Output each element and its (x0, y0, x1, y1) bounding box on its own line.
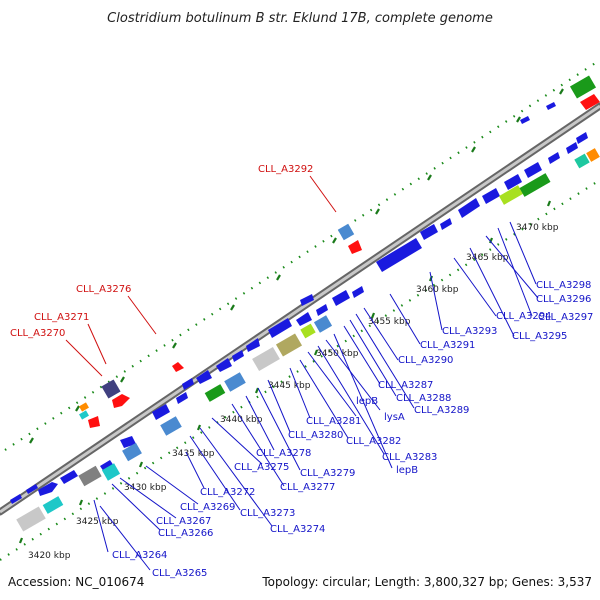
gene-label: CLL_A3289 (414, 405, 469, 416)
gene-label-red: CLL_A3292 (258, 164, 313, 175)
gene-features (10, 75, 600, 532)
gene-label: CLL_A3280 (288, 430, 343, 441)
kbp-label: 3430 kbp (124, 483, 167, 493)
inner-ring-ticks (18, 200, 552, 544)
blue-label-leaders (93, 221, 539, 571)
gene-label: CLL_A3283 (382, 452, 437, 463)
kbp-label: 3465 kbp (466, 253, 509, 263)
accession-text: Accession: NC_010674 (8, 575, 144, 589)
gene-label: CLL_A3287 (378, 380, 433, 391)
gene-label: CLL_A3269 (180, 502, 235, 513)
gene-label: CLL_A3273 (240, 508, 295, 519)
gene-label: CLL_A3281 (306, 416, 361, 427)
gene-label: CLL_A3294 (496, 311, 551, 322)
gene-label: CLL_A3290 (398, 355, 453, 366)
red-label-leaders (65, 175, 337, 377)
gene-label-red: CLL_A3271 (34, 312, 89, 323)
outer-ring-ticks (29, 88, 564, 444)
gene-label: CLL_A3264 (112, 550, 167, 561)
gene-label: CLL_A3288 (396, 393, 451, 404)
gene-label: CLL_A3277 (280, 482, 335, 493)
gene-label-red: CLL_A3276 (76, 284, 131, 295)
gene-label: CLL_A3267 (156, 516, 211, 527)
kbp-label: 3420 kbp (28, 551, 71, 561)
kbp-label: 3460 kbp (416, 285, 459, 295)
gene-label: CLL_A3291 (420, 340, 475, 351)
topology-summary: Topology: circular; Length: 3,800,327 bp… (261, 575, 592, 589)
kbp-label: 3440 kbp (220, 415, 263, 425)
blue-gene-labels: CLL_A3264 CLL_A3265 CLL_A3266 CLL_A3267 … (112, 280, 593, 579)
gene-label: lepB (356, 396, 378, 407)
kbp-label: 3470 kbp (516, 223, 559, 233)
map-title: Clostridium botulinum B str. Eklund 17B,… (107, 11, 493, 26)
gene-label: CLL_A3296 (536, 294, 591, 305)
gene-label: CLL_A3279 (300, 468, 355, 479)
genome-backbone (0, 102, 600, 516)
kbp-scale: 3420 kbp 3425 kbp 3430 kbp 3435 kbp 3440… (28, 223, 559, 561)
kbp-label: 3425 kbp (76, 517, 119, 527)
gene-label: CLL_A3278 (256, 448, 311, 459)
red-gene-labels: CLL_A3270 CLL_A3271 CLL_A3276 CLL_A3292 (10, 164, 313, 339)
gene-label: lysA (384, 412, 405, 423)
gene-label: CLL_A3298 (536, 280, 591, 291)
gene-label: CLL_A3274 (270, 524, 325, 535)
gene-label: CLL_A3265 (152, 568, 207, 579)
kbp-label: 3435 kbp (172, 449, 215, 459)
kbp-label: 3445 kbp (268, 381, 311, 391)
gene-label: CLL_A3293 (442, 326, 497, 337)
gene-label: lepB (396, 465, 418, 476)
gene-label: CLL_A3282 (346, 436, 401, 447)
gene-label: CLL_A3266 (158, 528, 213, 539)
gene-label-red: CLL_A3270 (10, 328, 65, 339)
gene-label: CLL_A3297 (538, 312, 593, 323)
gene-label: CLL_A3275 (234, 462, 289, 473)
gene-label: CLL_A3272 (200, 487, 255, 498)
gene-label: CLL_A3295 (512, 331, 567, 342)
kbp-label: 3455 kbp (368, 317, 411, 327)
